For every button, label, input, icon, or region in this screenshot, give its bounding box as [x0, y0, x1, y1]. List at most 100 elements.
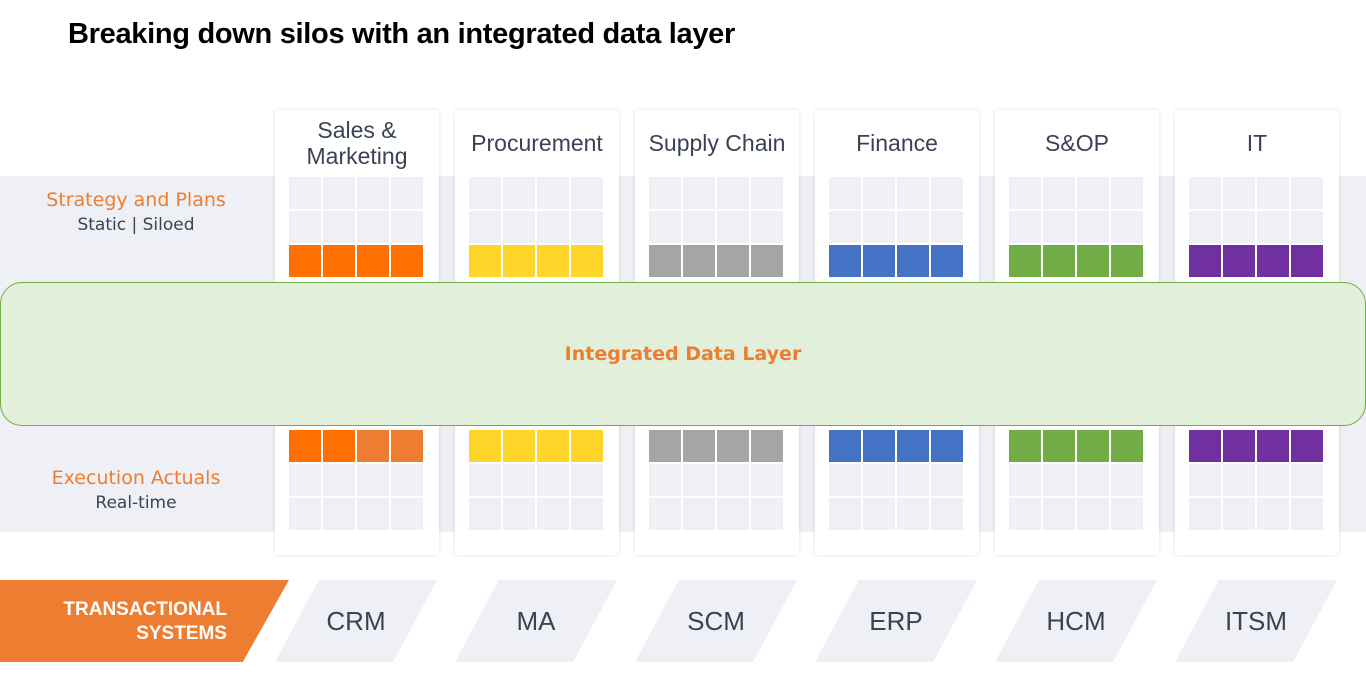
- empty-cell: [1111, 211, 1143, 243]
- empty-cell: [289, 464, 321, 496]
- plans-grid: [649, 177, 783, 277]
- empty-cell: [717, 177, 749, 209]
- empty-cell: [1043, 211, 1075, 243]
- empty-cell: [897, 211, 929, 243]
- department-title: Supply Chain: [648, 130, 786, 156]
- empty-cell: [357, 177, 389, 209]
- empty-cell: [323, 464, 355, 496]
- empty-cell: [897, 464, 929, 496]
- colored-cell: [717, 245, 749, 277]
- plans-grid: [1189, 177, 1323, 277]
- execution-sublabel: Real-time: [95, 493, 177, 513]
- empty-cell: [649, 211, 681, 243]
- empty-cell: [863, 464, 895, 496]
- empty-cell: [391, 464, 423, 496]
- empty-cell: [751, 177, 783, 209]
- empty-cell: [289, 177, 321, 209]
- empty-cell: [897, 498, 929, 530]
- colored-cell: [829, 430, 861, 462]
- colored-cell: [1291, 430, 1323, 462]
- empty-cell: [931, 464, 963, 496]
- empty-cell: [897, 177, 929, 209]
- system-ma: MA: [455, 580, 617, 662]
- actuals-grid: [469, 430, 603, 530]
- empty-cell: [717, 211, 749, 243]
- empty-cell: [717, 498, 749, 530]
- empty-cell: [289, 211, 321, 243]
- colored-cell: [571, 245, 603, 277]
- colored-cell: [1111, 430, 1143, 462]
- empty-cell: [323, 211, 355, 243]
- empty-cell: [683, 177, 715, 209]
- empty-cell: [357, 211, 389, 243]
- empty-cell: [1009, 177, 1041, 209]
- colored-cell: [863, 430, 895, 462]
- colored-cell: [649, 245, 681, 277]
- empty-cell: [829, 464, 861, 496]
- colored-cell: [1257, 430, 1289, 462]
- colored-cell: [1257, 245, 1289, 277]
- empty-cell: [503, 177, 535, 209]
- colored-cell: [469, 430, 501, 462]
- empty-cell: [469, 498, 501, 530]
- integrated-data-layer-label: Integrated Data Layer: [564, 343, 802, 365]
- empty-cell: [751, 498, 783, 530]
- empty-cell: [1009, 211, 1041, 243]
- colored-cell: [289, 430, 321, 462]
- colored-cell: [717, 430, 749, 462]
- empty-cell: [1223, 211, 1255, 243]
- empty-cell: [683, 211, 715, 243]
- actuals-grid: [1009, 430, 1143, 530]
- strategy-sublabel: Static | Siloed: [77, 215, 195, 235]
- empty-cell: [469, 211, 501, 243]
- empty-cell: [1111, 498, 1143, 530]
- colored-cell: [1223, 430, 1255, 462]
- empty-cell: [571, 177, 603, 209]
- colored-cell: [571, 430, 603, 462]
- empty-cell: [391, 177, 423, 209]
- colored-cell: [469, 245, 501, 277]
- transactional-label-1: TRANSACTIONAL: [63, 599, 227, 620]
- empty-cell: [1077, 464, 1109, 496]
- colored-cell: [829, 245, 861, 277]
- empty-cell: [1291, 464, 1323, 496]
- empty-cell: [1223, 464, 1255, 496]
- system-scm: SCM: [635, 580, 797, 662]
- execution-row-label: Execution Actuals Real-time: [0, 467, 272, 513]
- colored-cell: [1043, 430, 1075, 462]
- empty-cell: [649, 177, 681, 209]
- department-title: Sales & Marketing: [306, 117, 408, 169]
- strategy-row-label: Strategy and Plans Static | Siloed: [0, 189, 272, 235]
- actuals-grid: [649, 430, 783, 530]
- colored-cell: [1189, 245, 1221, 277]
- empty-cell: [1189, 464, 1221, 496]
- empty-cell: [503, 464, 535, 496]
- department-title: S&OP: [1045, 130, 1109, 156]
- actuals-grid: [829, 430, 963, 530]
- empty-cell: [751, 211, 783, 243]
- colored-cell: [1077, 245, 1109, 277]
- empty-cell: [683, 498, 715, 530]
- actuals-grid: [289, 430, 423, 530]
- empty-cell: [503, 498, 535, 530]
- empty-cell: [829, 177, 861, 209]
- colored-cell: [683, 430, 715, 462]
- empty-cell: [931, 211, 963, 243]
- system-itsm: ITSM: [1175, 580, 1337, 662]
- colored-cell: [649, 430, 681, 462]
- colored-cell: [391, 245, 423, 277]
- empty-cell: [863, 498, 895, 530]
- colored-cell: [503, 245, 535, 277]
- colored-cell: [897, 245, 929, 277]
- colored-cell: [1291, 245, 1323, 277]
- department-title: IT: [1246, 130, 1268, 156]
- empty-cell: [1291, 211, 1323, 243]
- colored-cell: [751, 430, 783, 462]
- empty-cell: [1077, 211, 1109, 243]
- empty-cell: [571, 498, 603, 530]
- colored-cell: [1043, 245, 1075, 277]
- page-title: Breaking down silos with an integrated d…: [68, 18, 735, 50]
- actuals-grid: [1189, 430, 1323, 530]
- empty-cell: [469, 177, 501, 209]
- colored-cell: [391, 430, 423, 462]
